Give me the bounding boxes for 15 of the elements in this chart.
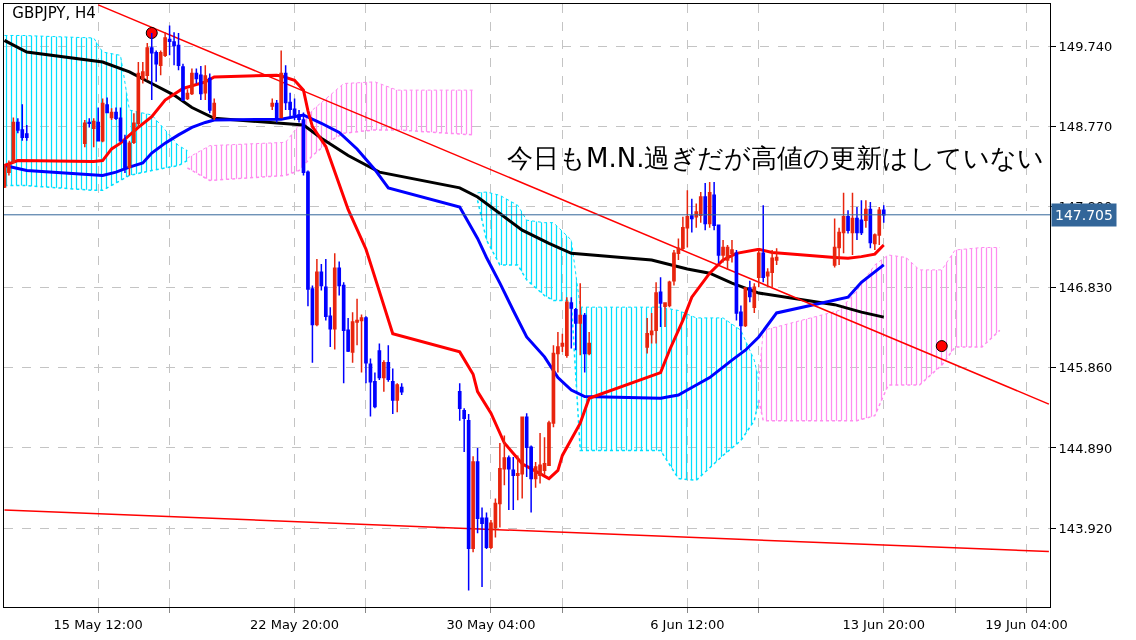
ref-line-label: 147.705 [1055,207,1113,223]
y-tick-label: 145.860 [1058,360,1113,376]
x-tick-label: 13 Jun 20:00 [842,616,926,632]
y-tick-label: 148.770 [1058,119,1113,135]
x-tick-label: 30 May 04:00 [446,616,536,632]
chart-title: GBPJPY, H4 [12,3,96,22]
y-tick-label: 143.920 [1058,520,1113,536]
x-tick-label: 19 Jun 04:00 [985,616,1068,632]
x-tick-label: 22 May 20:00 [249,616,340,632]
annotation: 今日もM.N.過ぎだが高値の更新はしていない [507,143,1045,173]
y-tick-label: 146.830 [1058,279,1113,295]
y-tick-label: 144.890 [1058,440,1113,456]
x-tick-label: 15 May 12:00 [53,616,143,632]
y-tick-label: 149.740 [1058,38,1113,54]
x-tick-label: 6 Jun 12:00 [650,616,725,632]
